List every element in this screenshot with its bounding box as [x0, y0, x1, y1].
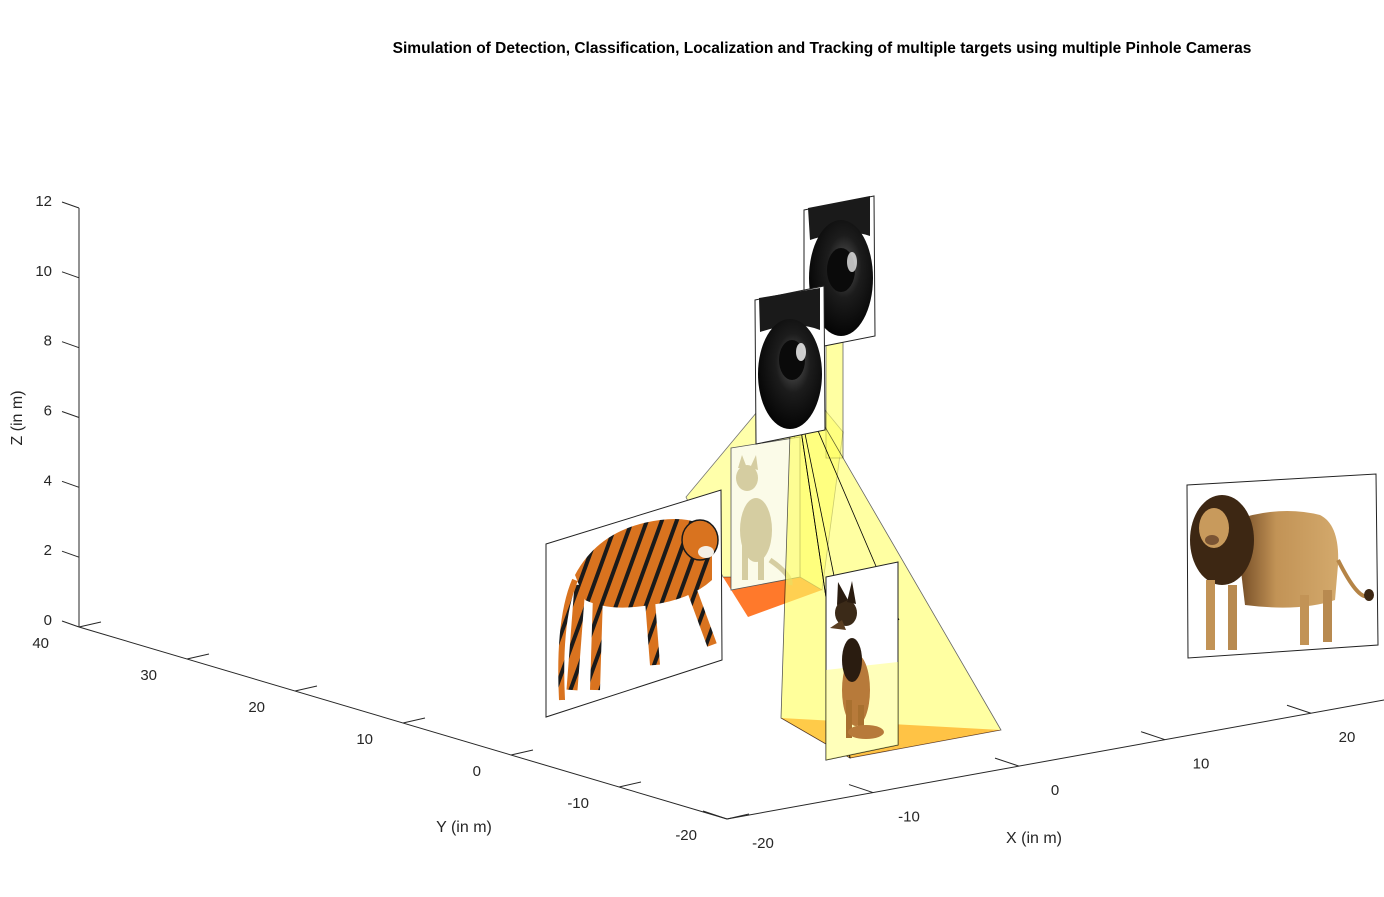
y-tick-label: 20 [248, 699, 265, 716]
x-tick-label: 10 [1193, 756, 1210, 773]
z-tick-label: 4 [44, 472, 52, 489]
x-axis-label: X (in m) [1006, 830, 1062, 847]
tiger-target [545, 489, 723, 718]
y-tick-mark [78, 621, 102, 628]
z-tick-mark [61, 411, 80, 418]
z-ticks: 0 2 4 6 8 10 12 [35, 193, 80, 629]
z-tick-label: 2 [44, 542, 52, 559]
x-tick-mark [848, 784, 874, 794]
z-tick-label: 6 [44, 403, 52, 420]
x-tick-label: 0 [1051, 782, 1059, 799]
z-tick-label: 0 [44, 612, 52, 629]
y-tick-label: 0 [473, 763, 481, 780]
x-tick-label: -20 [752, 835, 774, 852]
y-tick-label: 30 [140, 667, 157, 684]
z-tick-label: 10 [35, 263, 52, 280]
z-tick-label: 12 [35, 193, 52, 210]
y-tick-mark [726, 813, 750, 820]
y-tick-label: 10 [356, 731, 373, 748]
y-tick-mark [294, 685, 318, 692]
camera-1 [754, 285, 826, 445]
z-axis-label: Z (in m) [9, 390, 26, 445]
y-tick-label: 40 [32, 635, 49, 652]
z-tick-mark [61, 201, 80, 209]
lion-figure [1190, 495, 1374, 650]
y-tick-mark [402, 717, 426, 724]
x-tick-mark [702, 810, 728, 820]
x-tick-mark [1140, 731, 1166, 741]
cat-target [730, 436, 801, 591]
tiger-figure [558, 519, 719, 701]
x-ticks: -20 -10 0 10 20 [702, 704, 1356, 852]
z-tick-mark [61, 271, 80, 279]
x-axis-line [726, 699, 1384, 820]
y-tick-label: -10 [567, 795, 589, 812]
y-tick-mark [510, 749, 534, 756]
cat-figure [736, 455, 793, 586]
y-tick-label: -20 [675, 827, 697, 844]
chart-title: Simulation of Detection, Classification,… [393, 40, 1252, 57]
x-tick-label: -10 [898, 809, 920, 826]
y-tick-mark [618, 781, 642, 788]
y-ticks: -20 -10 0 10 20 30 40 [32, 621, 750, 844]
x-tick-label: 20 [1339, 729, 1356, 746]
dog-figure [830, 581, 884, 739]
z-tick-mark [61, 620, 80, 628]
y-tick-mark [186, 653, 210, 660]
lion-target [1186, 473, 1379, 659]
z-tick-mark [61, 550, 80, 558]
dog-target [825, 561, 899, 761]
z-tick-mark [61, 480, 80, 488]
x-tick-mark [1286, 704, 1312, 714]
z-tick-label: 8 [44, 333, 52, 350]
y-axis-label: Y (in m) [436, 819, 492, 836]
x-tick-mark [994, 757, 1020, 767]
z-tick-mark [61, 341, 80, 349]
